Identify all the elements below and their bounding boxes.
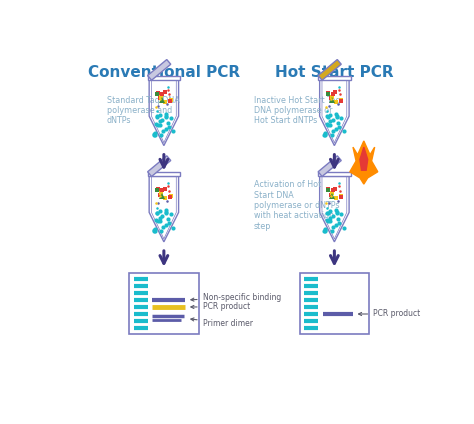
Bar (147, 75, 180, 80)
Text: Inactive Hot Start Taq
DNA polymerase or
Hot Start dNTPs: Inactive Hot Start Taq DNA polymerase or… (254, 95, 340, 126)
Bar (129, 273, 199, 334)
Polygon shape (319, 176, 349, 242)
Text: Activation of Hot
Start DNA
polymerase or dNTPs
with heat activation
step: Activation of Hot Start DNA polymerase o… (254, 180, 339, 231)
Polygon shape (319, 80, 349, 145)
Polygon shape (318, 59, 341, 80)
Text: Standard Taq DNA
polymerase and
dNTPs: Standard Taq DNA polymerase and dNTPs (107, 95, 179, 126)
Bar (318, 75, 351, 80)
Polygon shape (149, 176, 179, 242)
Text: Primer dimer: Primer dimer (191, 318, 253, 328)
Text: Hot Start PCR: Hot Start PCR (275, 65, 394, 80)
Polygon shape (149, 80, 179, 145)
Text: Non-specific binding: Non-specific binding (191, 293, 281, 302)
Bar (318, 172, 351, 176)
Text: PCR product: PCR product (358, 310, 420, 318)
Polygon shape (147, 156, 171, 176)
Bar (300, 273, 369, 334)
Polygon shape (360, 147, 368, 170)
Polygon shape (147, 59, 171, 80)
Text: Conventional PCR: Conventional PCR (88, 65, 240, 80)
Polygon shape (350, 141, 378, 184)
Text: PCR product: PCR product (191, 302, 250, 312)
Bar (147, 172, 180, 176)
Polygon shape (318, 156, 341, 176)
